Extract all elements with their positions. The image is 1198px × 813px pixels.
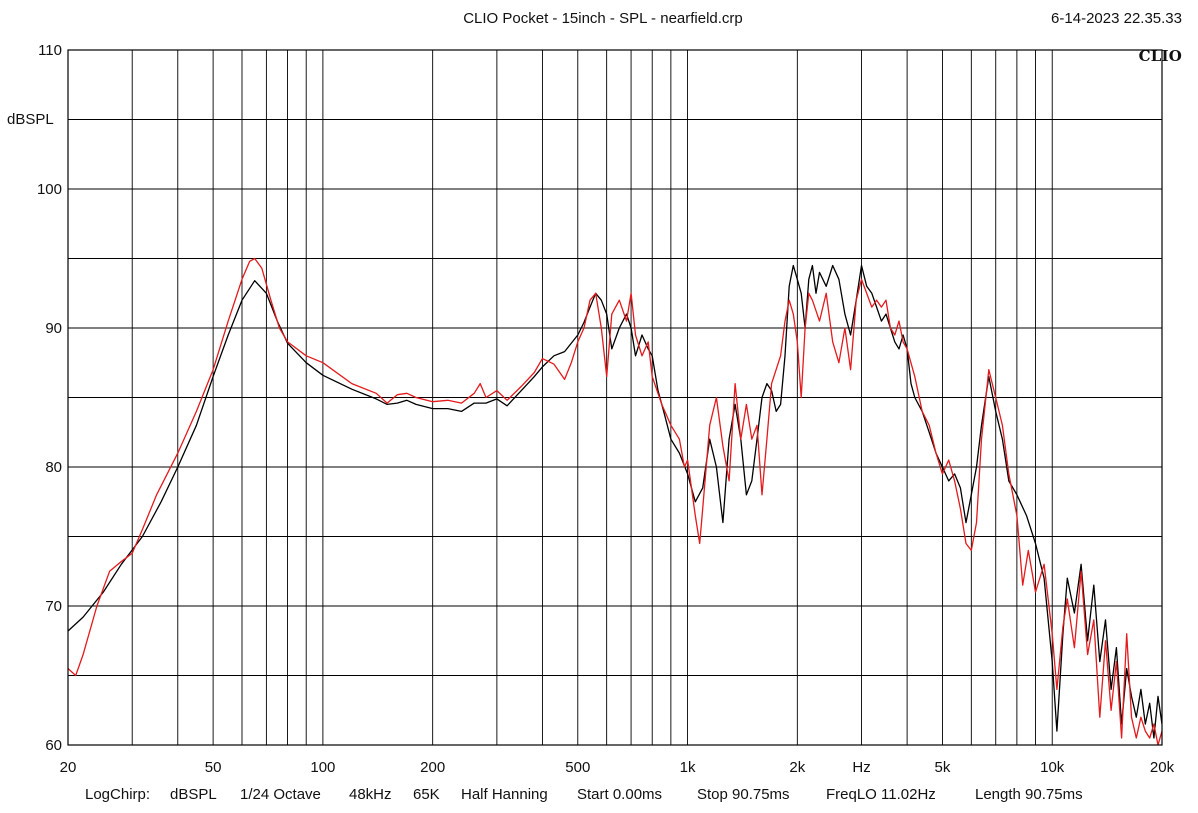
y-tick-label: 80 — [45, 459, 62, 476]
footer-setting: 48kHz — [349, 786, 392, 803]
x-tick-label: 1k — [680, 759, 696, 776]
timestamp: 6-14-2023 22.35.33 — [1051, 10, 1182, 27]
plot-frame — [67, 49, 1163, 746]
y-tick-label: 70 — [45, 598, 62, 615]
footer-setting: dBSPL — [170, 786, 217, 803]
y-axis-label: dBSPL — [7, 111, 54, 128]
x-tick-label: 100 — [310, 759, 335, 776]
x-tick-label: 5k — [935, 759, 951, 776]
x-tick-label: 10k — [1040, 759, 1065, 776]
footer-setting: Stop 90.75ms — [697, 786, 790, 803]
clio-logo: CLIO — [1138, 47, 1182, 65]
footer-setting: FreqLO 11.02Hz — [826, 786, 936, 803]
chart-title: CLIO Pocket - 15inch - SPL - nearfield.c… — [463, 10, 743, 27]
grid — [68, 50, 1162, 745]
footer-setting: 65K — [413, 786, 440, 803]
footer-setting: Length 90.75ms — [975, 786, 1083, 803]
y-tick-label: 60 — [45, 737, 62, 754]
footer-setting: Half Hanning — [461, 786, 548, 803]
x-tick-label: 50 — [205, 759, 222, 776]
x-tick-label: 20k — [1150, 759, 1175, 776]
footer-setting: Start 0.00ms — [577, 786, 663, 803]
x-tick-label: Hz — [852, 759, 870, 776]
x-tick-label: 20 — [60, 759, 77, 776]
x-tick-label: 200 — [420, 759, 445, 776]
x-tick-label: 2k — [789, 759, 805, 776]
x-tick-label: 500 — [565, 759, 590, 776]
series-line-2 — [68, 257, 1162, 745]
y-tick-label: 90 — [45, 320, 62, 337]
y-tick-label: 110 — [38, 42, 62, 59]
plot-series — [68, 257, 1162, 745]
axis-ticks: 110 100 90 80 70 60 20 50 100 200 500 1k 2k Hz 5k 10k 20… — [37, 42, 1175, 776]
footer-setting: LogChirp: — [85, 786, 151, 803]
footer-setting: 1/24 Octave — [240, 786, 321, 803]
y-tick-label: 100 — [37, 181, 62, 198]
series-line-1 — [68, 264, 1162, 739]
